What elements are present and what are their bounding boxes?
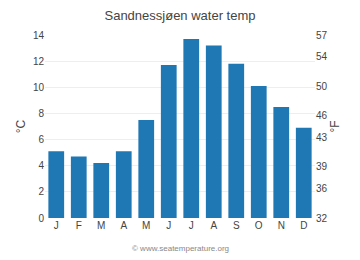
svg-text:A: A bbox=[210, 220, 217, 231]
svg-text:M: M bbox=[142, 220, 150, 231]
svg-text:N: N bbox=[278, 220, 285, 231]
svg-text:0: 0 bbox=[38, 213, 44, 224]
svg-text:6: 6 bbox=[38, 134, 44, 145]
svg-text:32: 32 bbox=[316, 213, 328, 224]
svg-text:A: A bbox=[120, 220, 127, 231]
svg-text:2: 2 bbox=[38, 186, 44, 197]
svg-text:54: 54 bbox=[316, 51, 328, 62]
svg-text:50: 50 bbox=[316, 81, 328, 92]
svg-text:8: 8 bbox=[38, 108, 44, 119]
svg-text:°F: °F bbox=[328, 120, 342, 132]
svg-text:J: J bbox=[189, 220, 194, 231]
svg-text:J: J bbox=[54, 220, 59, 231]
svg-text:14: 14 bbox=[33, 30, 45, 41]
svg-text:M: M bbox=[97, 220, 105, 231]
svg-text:46: 46 bbox=[316, 110, 328, 121]
svg-text:57: 57 bbox=[316, 30, 328, 41]
svg-text:39: 39 bbox=[316, 161, 328, 172]
svg-text:S: S bbox=[233, 220, 240, 231]
svg-text:36: 36 bbox=[316, 183, 328, 194]
svg-text:43: 43 bbox=[316, 132, 328, 143]
svg-text:J: J bbox=[166, 220, 171, 231]
svg-text:D: D bbox=[300, 220, 307, 231]
svg-text:12: 12 bbox=[33, 56, 45, 67]
svg-text:Sandnessjøen water temp: Sandnessjøen water temp bbox=[104, 8, 255, 23]
svg-text:© www.seatemperature.org: © www.seatemperature.org bbox=[132, 244, 229, 253]
svg-text:4: 4 bbox=[38, 160, 44, 171]
svg-text:10: 10 bbox=[33, 82, 45, 93]
svg-text:O: O bbox=[255, 220, 263, 231]
svg-text:F: F bbox=[76, 220, 82, 231]
svg-text:°C: °C bbox=[14, 119, 28, 133]
